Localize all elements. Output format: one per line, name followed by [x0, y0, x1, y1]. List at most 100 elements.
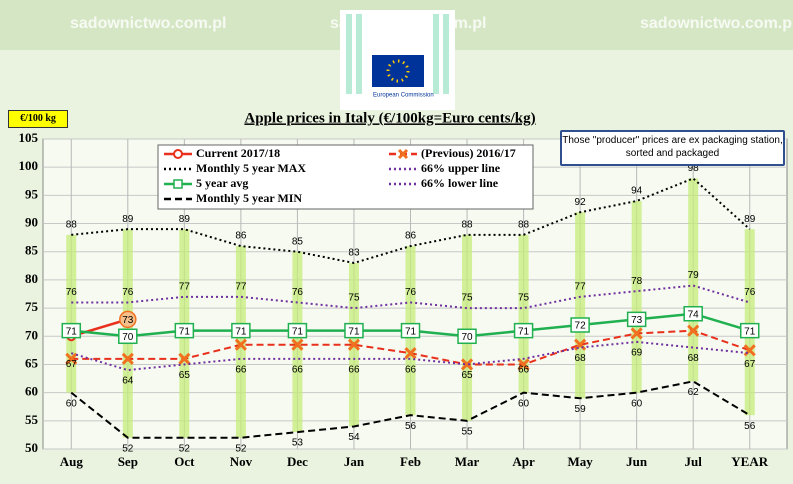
x-tick-label: May [567, 454, 593, 469]
y-tick-label: 65 [25, 355, 39, 370]
value-label: 83 [348, 248, 360, 259]
value-label: 68 [575, 353, 587, 364]
range-bar [575, 212, 586, 399]
value-label: 70 [122, 332, 134, 343]
value-label: 78 [631, 276, 643, 287]
value-label: 71 [179, 326, 191, 337]
point [347, 338, 361, 351]
value-label: 69 [631, 348, 643, 359]
range-bar [744, 229, 755, 416]
range-bar [235, 246, 246, 438]
value-label: 76 [405, 287, 417, 298]
point [517, 358, 530, 371]
value-label: 86 [405, 231, 417, 242]
point [687, 324, 700, 337]
value-label: 67 [744, 359, 756, 370]
value-label: 67 [66, 359, 78, 370]
value-label: 52 [235, 443, 247, 454]
series-line [70, 340, 750, 372]
y-tick-label: 70 [25, 327, 38, 342]
value-label: 71 [744, 326, 756, 337]
value-label: 85 [292, 236, 304, 247]
value-label: 76 [292, 287, 304, 298]
series-line [70, 380, 751, 439]
value-label: 75 [348, 293, 360, 304]
value-label: 71 [405, 326, 417, 337]
x-tick-label: Nov [230, 454, 253, 469]
series-line [71, 284, 751, 310]
legend-label: Monthly 5 year MIN [196, 191, 302, 205]
value-label: 70 [461, 332, 473, 343]
point [630, 327, 643, 340]
value-label: 88 [66, 219, 78, 230]
value-label: 73 [631, 315, 643, 326]
legend-label: (Previous) 2016/17 [421, 146, 516, 160]
note: Those "producer" prices are ex packaging… [560, 130, 785, 166]
value-label: 71 [66, 326, 78, 337]
legend-label: 5 year avg [196, 176, 248, 190]
point [404, 347, 417, 360]
value-label: 60 [518, 398, 530, 409]
y-tick-label: 105 [19, 130, 39, 145]
value-label: 75 [461, 293, 473, 304]
y-tick-label: 95 [25, 186, 39, 201]
value-label: 66 [348, 364, 360, 375]
value-label: 71 [518, 326, 530, 337]
y-tick-label: 50 [25, 440, 38, 455]
eu-logo: European Commission [340, 10, 455, 110]
x-tick-label: Feb [400, 454, 421, 469]
label-badge [119, 310, 137, 329]
watermark: sadownictwo.com.pl [640, 15, 793, 32]
value-label: 60 [66, 398, 78, 409]
range-bar [462, 234, 473, 421]
value-label: 55 [461, 426, 473, 437]
legend-label: Current 2017/18 [196, 146, 280, 160]
point [287, 322, 308, 339]
y-tick-label: 55 [25, 412, 39, 427]
value-label: 65 [179, 370, 191, 381]
value-label: 71 [235, 326, 247, 337]
y-tick-label: 100 [19, 158, 39, 173]
value-label: 68 [688, 353, 700, 364]
value-label: 54 [348, 432, 360, 443]
point [174, 322, 195, 339]
point [570, 317, 590, 333]
value-label: 60 [631, 398, 643, 409]
point [291, 338, 304, 351]
x-tick-label: Jan [344, 454, 365, 469]
value-label: 75 [518, 293, 530, 304]
logo-text: European Commission [373, 93, 434, 99]
y-tick-label: 75 [25, 299, 39, 314]
x-tick-label: Mar [455, 454, 480, 469]
value-label: 89 [179, 214, 191, 225]
point [121, 352, 134, 365]
point [231, 322, 251, 339]
legend [157, 144, 534, 210]
x-tick-label: YEAR [731, 454, 768, 469]
value-label: 71 [292, 326, 304, 337]
point [118, 328, 138, 345]
point [683, 305, 703, 322]
point [460, 358, 474, 371]
value-label: 66 [518, 364, 530, 375]
value-label: 88 [518, 219, 530, 230]
value-label: 92 [575, 197, 587, 208]
chart-title: Apple prices in Italy (€/100kg=Euro cent… [244, 110, 535, 126]
watermark: sadownictwo.com.pl [70, 15, 226, 32]
point [344, 322, 364, 339]
range-bar [292, 251, 303, 433]
value-label: 66 [235, 364, 247, 375]
unit-label: €/100 kg [8, 110, 68, 128]
value-label: 56 [744, 421, 756, 432]
legend-marker [173, 149, 183, 159]
value-label: 66 [405, 364, 417, 375]
x-tick-label: Sep [118, 454, 138, 469]
point [400, 322, 421, 339]
value-label: 52 [179, 443, 191, 454]
x-tick-label: Jun [626, 454, 648, 469]
point [513, 322, 534, 339]
y-tick-label: 85 [25, 243, 39, 258]
range-bar [631, 201, 642, 393]
